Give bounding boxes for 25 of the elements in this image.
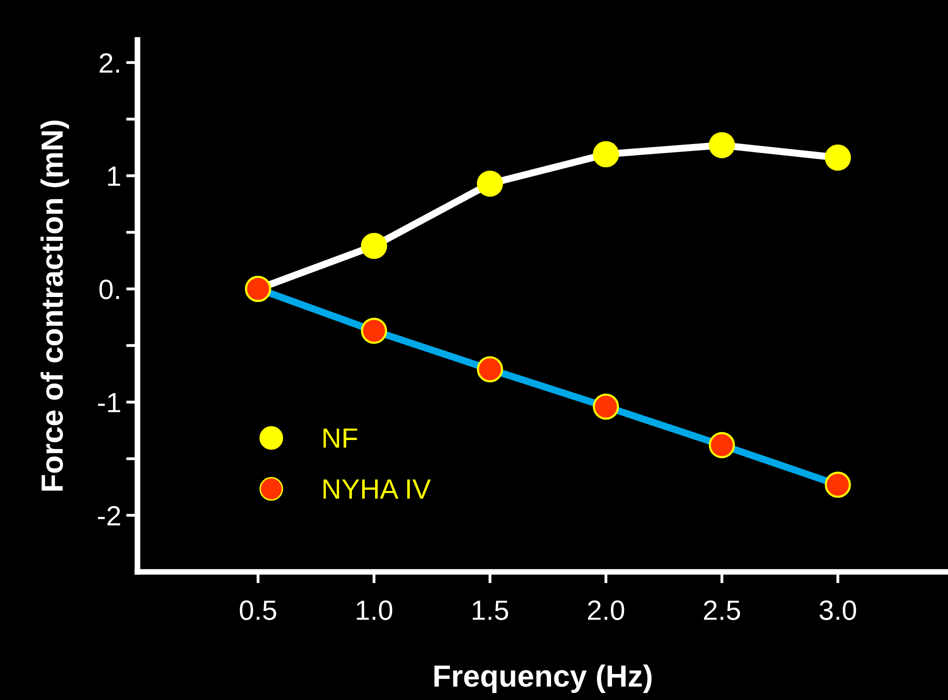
point xyxy=(360,232,388,259)
point xyxy=(360,318,388,344)
point xyxy=(476,356,504,382)
y-tick-label: -1 xyxy=(98,393,120,412)
x-tick-label: 1.5 xyxy=(472,600,508,620)
point xyxy=(592,141,619,168)
x-tick-label: 0.5 xyxy=(240,600,276,620)
legend-label: NYHA IV xyxy=(324,479,431,499)
y-tick-label: -2 xyxy=(98,506,120,526)
point xyxy=(824,472,851,498)
point xyxy=(476,170,504,197)
point xyxy=(708,432,735,458)
x-tick-label: 2.5 xyxy=(704,600,740,620)
legend-label: NF xyxy=(324,428,358,448)
point xyxy=(824,144,851,171)
x-axis-title: Frequency (Hz) xyxy=(434,664,652,693)
x-tick-label: 3.0 xyxy=(820,600,856,620)
y-tick-label: 0. xyxy=(99,280,119,300)
y-tick-label: 1 xyxy=(108,166,120,186)
y-tick-label: 2. xyxy=(100,53,119,73)
point xyxy=(708,132,735,158)
x-tick-label: 1.0 xyxy=(356,600,392,620)
y-axis-title: Force of contraction (mN) xyxy=(40,120,70,491)
x-tick-label: 2.0 xyxy=(588,600,624,620)
point xyxy=(592,394,619,420)
